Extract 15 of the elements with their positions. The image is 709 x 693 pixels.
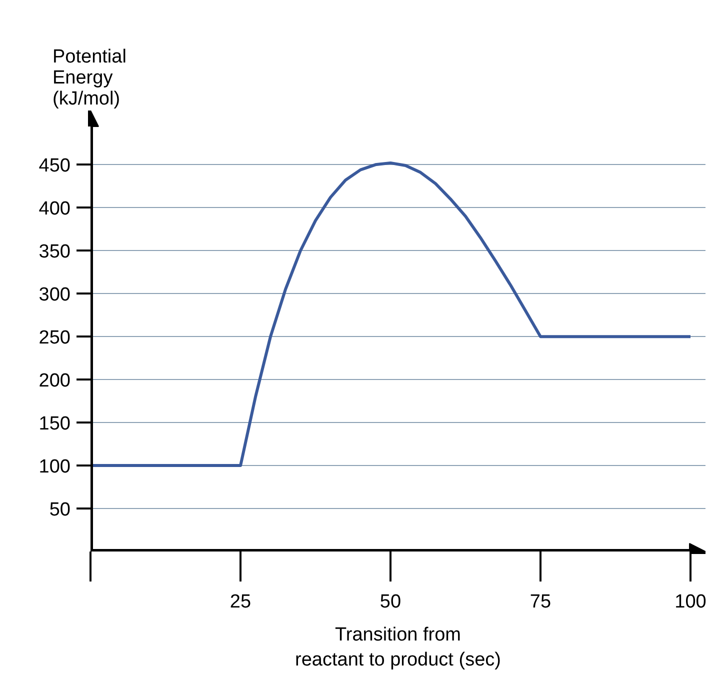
x-tick-label: 25 bbox=[230, 592, 252, 612]
y-tick-label: 150 bbox=[38, 414, 70, 435]
x-axis-title: Transition from reactant to product (sec) bbox=[295, 624, 501, 671]
x-tick-label: 100 bbox=[674, 592, 706, 612]
x-tick-label: 50 bbox=[380, 592, 402, 612]
y-tick-label: 100 bbox=[38, 456, 70, 478]
y-tick-label: 450 bbox=[38, 156, 70, 177]
y-tick-label: 300 bbox=[38, 284, 70, 306]
y-axis-title: Potential Energy (kJ/mol) bbox=[52, 46, 126, 110]
y-tick-label: 50 bbox=[49, 500, 71, 521]
x-tick-label: 75 bbox=[530, 592, 552, 612]
y-tick-label: 400 bbox=[38, 198, 70, 220]
y-tick-label: 350 bbox=[38, 242, 70, 263]
y-tick-label: 200 bbox=[38, 370, 70, 392]
y-tick-label: 250 bbox=[38, 328, 70, 349]
